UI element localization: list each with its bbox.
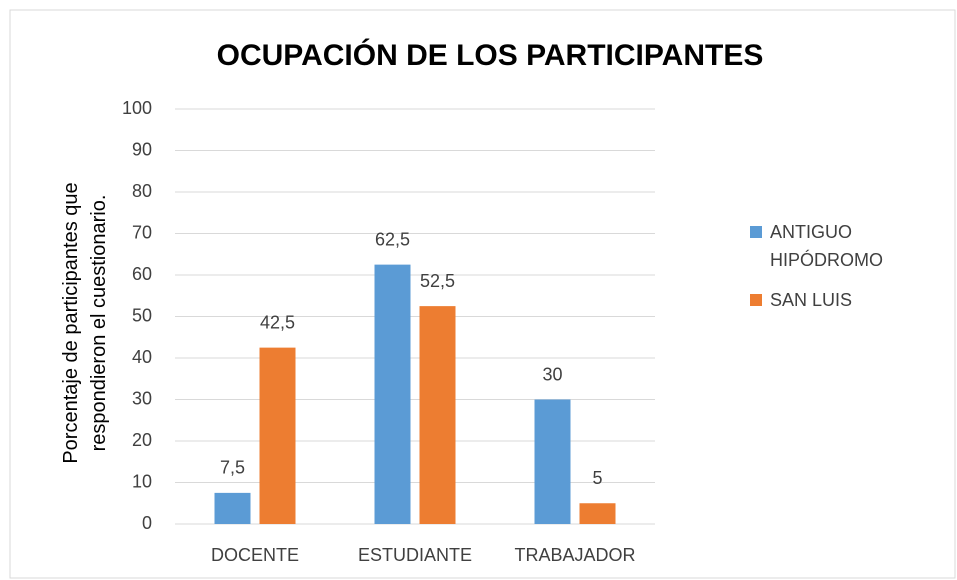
y-tick-label: 90 <box>132 139 152 159</box>
legend-swatch <box>750 294 762 306</box>
legend-item: SAN LUIS <box>750 286 930 314</box>
y-tick-label: 50 <box>132 305 152 325</box>
data-label: 7,5 <box>220 458 245 478</box>
data-label: 5 <box>592 468 602 488</box>
frame <box>9 9 956 579</box>
x-tick-label: ESTUDIANTE <box>358 545 472 565</box>
legend-swatch <box>750 226 762 238</box>
legend-label: SAN LUIS <box>770 290 853 310</box>
y-tick-label: 60 <box>132 264 152 284</box>
y-tick-label: 20 <box>132 430 152 450</box>
legend: ANTIGUO HIPÓDROMO SAN LUIS <box>750 218 930 326</box>
bar <box>214 492 251 524</box>
y-tick-label: 80 <box>132 181 152 201</box>
chart-title: OCUPACIÓN DE LOS PARTICIPANTES <box>217 38 764 72</box>
bar <box>579 503 616 524</box>
data-label: 62,5 <box>375 229 410 249</box>
y-tick-label: 30 <box>132 388 152 408</box>
y-axis-label: Porcentaje de participantes que respondi… <box>60 182 110 464</box>
bar <box>534 399 571 524</box>
legend-label: ANTIGUO HIPÓDROMO <box>770 222 884 270</box>
y-tick-label: 100 <box>122 98 152 118</box>
y-tick-label: 0 <box>142 513 152 533</box>
x-tick-label: TRABAJADOR <box>514 545 635 565</box>
data-label: 42,5 <box>260 312 295 332</box>
y-tick-label: 10 <box>132 471 152 491</box>
bar <box>419 306 456 524</box>
bar <box>374 264 411 524</box>
y-tick-label: 40 <box>132 347 152 367</box>
x-tick-label: DOCENTE <box>211 545 299 565</box>
y-tick-label: 70 <box>132 222 152 242</box>
data-label: 52,5 <box>420 271 455 291</box>
data-label: 30 <box>542 364 562 384</box>
legend-item: ANTIGUO HIPÓDROMO <box>750 218 930 274</box>
bar <box>259 347 296 524</box>
